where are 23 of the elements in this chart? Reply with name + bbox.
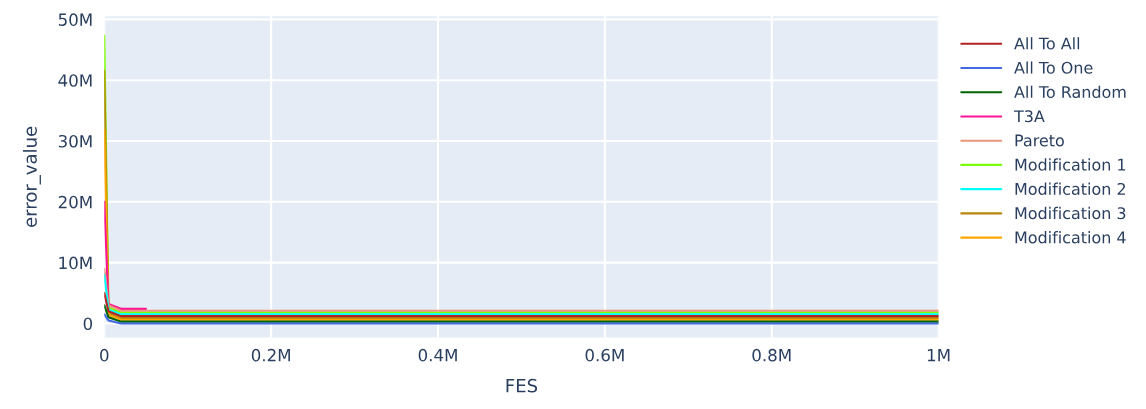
legend-label: T3A — [1013, 110, 1045, 123]
x-axis-title: FES — [506, 378, 538, 393]
legend-label: Modification 3 — [1015, 206, 1126, 220]
legend-label: All To One — [1014, 61, 1093, 74]
y-tick-label: 10M — [59, 256, 92, 270]
x-tick-label: 0 — [100, 348, 109, 362]
y-tick-label: 50M — [58, 13, 92, 26]
legend-label: Modification 2 — [1015, 182, 1125, 195]
y-axis-title: error_value — [22, 126, 41, 227]
y-tick-label: 40M — [58, 74, 92, 87]
legend-label: All To All — [1014, 37, 1080, 50]
legend-label: Pareto — [1015, 134, 1064, 147]
y-tick-label: 20M — [58, 195, 92, 209]
legend-label: All To Random — [1014, 85, 1126, 99]
legend-label: Modification 4 — [1015, 231, 1126, 244]
x-tick-label: 1M — [927, 349, 950, 362]
legend-label: Modification 1 — [1015, 158, 1126, 171]
y-tick-label: 30M — [58, 134, 92, 148]
x-tick-label: 0.4M — [418, 348, 457, 362]
y-tick-label: 0 — [83, 317, 93, 331]
x-tick-label: 0.2M — [251, 348, 290, 362]
x-tick-label: 0.6M — [585, 348, 624, 362]
x-tick-label: 0.8M — [752, 348, 791, 362]
